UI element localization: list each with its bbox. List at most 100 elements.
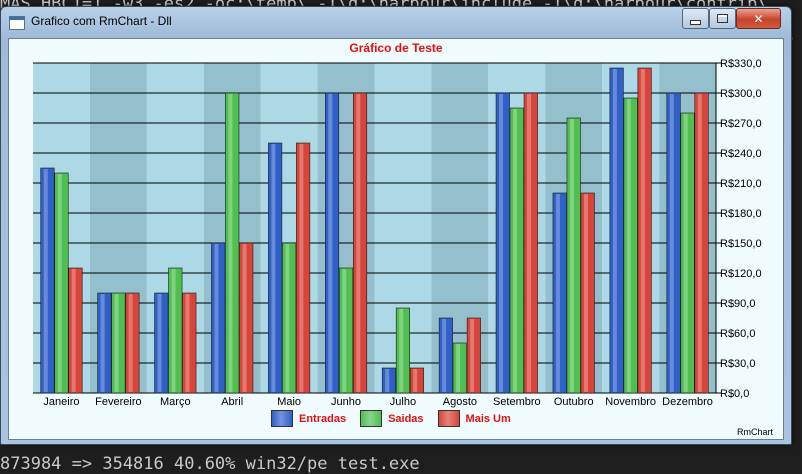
x-tick-label-0: Janeiro [43, 396, 79, 408]
x-tick-label-6: Julho [390, 396, 416, 408]
y-tick-label-8: R$240,0 [720, 148, 762, 160]
bar-highlight-2-1 [128, 294, 133, 392]
bar-highlight-0-6 [385, 369, 390, 392]
bar-highlight-0-10 [612, 69, 617, 392]
window-title: Grafico com RmChart - Dll [31, 14, 172, 28]
bar-highlight-1-0 [57, 174, 62, 392]
maximize-button[interactable] [709, 8, 736, 29]
bar-entradas-8 [495, 92, 510, 394]
bar-chart: R$0,0 R$30,0 R$60,0 R$90,0 R$120,0 R$150,0 R$1… [33, 58, 762, 408]
close-icon: ✕ [753, 11, 764, 26]
bar-saidas-9 [566, 117, 581, 394]
chart-window: Grafico com RmChart - Dll ✕ Gráfico de T… [0, 6, 792, 445]
bar-highlight-2-4 [299, 144, 304, 392]
close-button[interactable]: ✕ [736, 8, 781, 29]
bar-entradas-0 [40, 167, 55, 394]
bar-highlight-0-4 [271, 144, 276, 392]
bar-mais-um-8 [523, 92, 538, 394]
bar-mais-um-1 [125, 292, 140, 394]
chart-footer: RmChart [736, 427, 773, 437]
bar-entradas-6 [381, 367, 397, 394]
minimize-button[interactable] [682, 8, 709, 29]
y-tick-label-2: R$60,0 [720, 328, 755, 340]
bar-highlight-0-8 [499, 94, 504, 392]
y-tick-label-6: R$180,0 [720, 208, 762, 220]
y-tick-label-4: R$120,0 [720, 268, 762, 280]
x-tick-label-5: Junho [331, 396, 361, 408]
chart-legend: Entradas Saidas Mais Um [271, 410, 511, 427]
y-tick-label-11: R$330,0 [720, 58, 762, 70]
bar-highlight-1-3 [228, 94, 233, 392]
bar-mais-um-9 [580, 192, 595, 394]
y-tick-label-3: R$90,0 [720, 298, 755, 310]
x-tick-label-3: Abril [221, 396, 243, 408]
minimize-icon [690, 19, 701, 25]
bar-highlight-1-10 [626, 99, 631, 392]
x-tick-label-7: Agosto [443, 396, 477, 408]
bar-saidas-3 [225, 92, 240, 394]
bar-saidas-8 [509, 107, 524, 394]
x-tick-label-1: Fevereiro [95, 396, 141, 408]
x-tick-label-8: Setembro [493, 396, 541, 408]
legend-swatch-1 [360, 410, 383, 427]
bar-highlight-2-10 [640, 69, 645, 392]
bar-highlight-1-8 [513, 109, 518, 392]
bar-highlight-1-9 [569, 119, 574, 392]
bar-mais-um-2 [182, 292, 197, 394]
legend-item-2: Mais Um [437, 410, 511, 427]
bar-saidas-10 [623, 97, 638, 394]
bar-highlight-0-1 [100, 294, 105, 392]
x-tick-label-4: Maio [277, 396, 301, 408]
bar-saidas-5 [338, 267, 354, 394]
bar-mais-um-5 [352, 92, 368, 394]
bar-entradas-1 [97, 292, 112, 394]
chart-area: Gráfico de Teste R$0,0 R$30,0 R$60,0 R$90,0… [8, 38, 784, 440]
bar-highlight-2-0 [71, 269, 76, 392]
bar-mais-um-6 [409, 367, 425, 394]
bar-entradas-9 [552, 192, 567, 394]
bar-highlight-2-2 [185, 294, 190, 392]
bar-highlight-0-9 [555, 194, 560, 392]
bar-highlight-2-7 [470, 319, 475, 392]
bar-entradas-5 [324, 92, 340, 394]
y-tick-label-5: R$150,0 [720, 238, 762, 250]
bar-highlight-2-6 [413, 369, 418, 392]
bar-saidas-6 [395, 307, 411, 394]
bar-saidas-0 [54, 172, 69, 394]
bar-entradas-2 [154, 292, 169, 394]
bar-highlight-1-7 [456, 344, 461, 392]
x-tick-label-2: Março [160, 396, 191, 408]
console-bottom-line: 873984 => 354816 40.60% win32/pe test.ex… [0, 454, 420, 474]
bar-highlight-1-11 [683, 114, 688, 392]
y-tick-label-7: R$210,0 [720, 178, 762, 190]
window-app-icon [9, 16, 25, 30]
bar-highlight-1-1 [114, 294, 119, 392]
x-tick-label-11: Dezembro [662, 396, 713, 408]
bar-mais-um-10 [637, 67, 652, 394]
bar-mais-um-3 [239, 242, 254, 394]
bar-highlight-0-11 [669, 94, 674, 392]
bar-highlight-0-0 [43, 169, 48, 392]
legend-swatch-2 [437, 410, 460, 427]
bar-entradas-4 [268, 142, 283, 394]
x-tick-label-10: Novembro [605, 396, 656, 408]
bar-highlight-0-2 [157, 294, 162, 392]
bar-saidas-4 [282, 242, 297, 394]
y-tick-label-1: R$30,0 [720, 358, 755, 370]
bar-saidas-7 [452, 342, 467, 394]
legend-item-0: Entradas [271, 410, 346, 427]
x-tick-label-9: Outubro [554, 396, 594, 408]
bar-highlight-1-5 [342, 269, 347, 392]
bar-highlight-1-4 [285, 244, 290, 392]
bar-saidas-11 [680, 112, 695, 394]
bar-mais-um-4 [296, 142, 311, 394]
bar-mais-um-11 [694, 92, 709, 394]
legend-label-2: Mais Um [465, 412, 511, 425]
bar-entradas-10 [609, 67, 624, 394]
chart-title: Gráfico de Teste [349, 41, 443, 55]
bar-highlight-0-3 [214, 244, 219, 392]
bar-highlight-0-7 [442, 319, 447, 392]
legend-label-1: Saidas [388, 412, 424, 425]
legend-swatch-0 [271, 410, 293, 427]
bar-entradas-3 [211, 242, 226, 394]
